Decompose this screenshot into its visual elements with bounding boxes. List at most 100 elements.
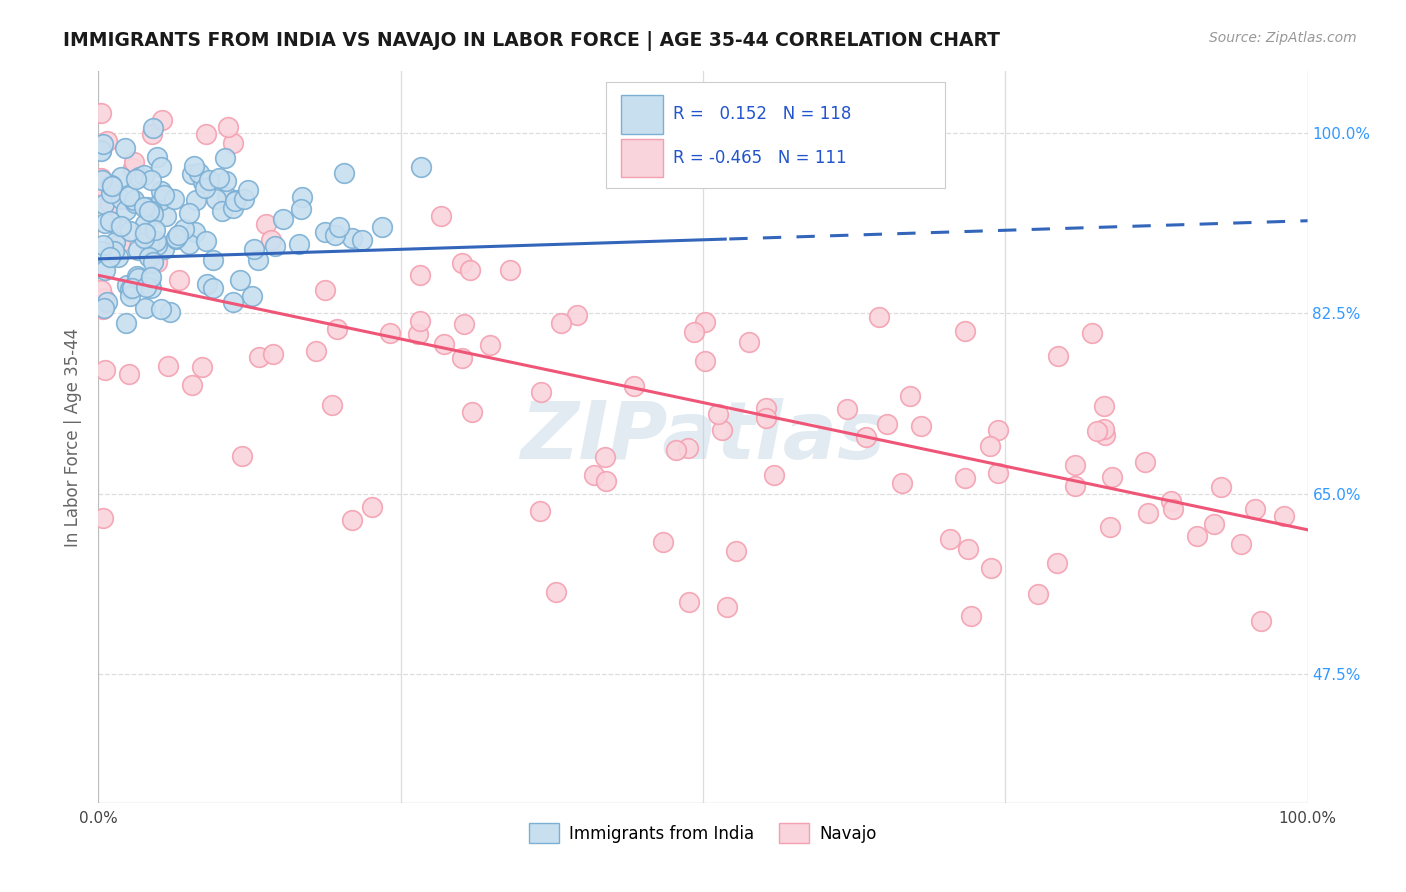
Point (755, 401, 778, 416)
Point (461, 405, 484, 419)
Point (141, 128, 163, 142)
Point (458, 263, 481, 277)
Point (1250, 614, 1272, 628)
Point (222, 202, 245, 216)
Point (565, 309, 588, 323)
Point (94, 216, 117, 230)
Point (205, 192, 228, 206)
Point (121, 161, 143, 175)
Point (876, 417, 898, 431)
Point (134, 218, 156, 232)
Point (153, 188, 176, 202)
Point (138, 251, 160, 265)
Point (291, 189, 314, 203)
Point (110, 169, 132, 184)
Point (960, 608, 983, 623)
Point (956, 542, 979, 557)
Point (1101, 470, 1123, 484)
Point (593, 450, 616, 464)
Bar (621, 139, 664, 178)
Point (90, 143, 112, 157)
Point (910, 418, 932, 433)
Point (247, 253, 270, 268)
Point (100, 178, 122, 192)
Point (333, 166, 356, 180)
Point (139, 270, 162, 285)
Point (114, 316, 136, 330)
Legend: Immigrants from India, Navajo: Immigrants from India, Navajo (523, 817, 883, 849)
Point (271, 212, 294, 227)
Point (100, 186, 122, 201)
Point (891, 476, 914, 491)
Point (91, 511, 114, 525)
Point (987, 423, 1010, 437)
Point (1209, 480, 1232, 494)
Point (342, 513, 364, 527)
Point (711, 424, 734, 438)
Point (1244, 501, 1267, 516)
Point (195, 127, 218, 141)
Point (202, 252, 225, 267)
Point (138, 237, 160, 252)
Point (529, 504, 551, 518)
Point (90, 173, 112, 187)
Point (159, 305, 181, 319)
Point (260, 234, 283, 248)
Point (724, 543, 747, 558)
Point (180, 378, 202, 392)
Point (114, 141, 136, 155)
Point (163, 192, 186, 206)
Text: R =   0.152   N = 118: R = 0.152 N = 118 (672, 104, 851, 123)
Text: ZIPatlas: ZIPatlas (520, 398, 886, 476)
Point (1063, 479, 1085, 493)
Point (350, 234, 373, 248)
Point (135, 280, 157, 294)
Point (314, 283, 336, 297)
Point (103, 244, 125, 259)
Point (1092, 422, 1115, 436)
Point (96, 295, 118, 310)
Point (328, 219, 350, 234)
Point (107, 220, 129, 235)
Point (868, 310, 890, 325)
Point (411, 160, 433, 174)
Point (1063, 458, 1085, 472)
Point (595, 474, 617, 488)
Point (165, 231, 187, 245)
Point (114, 203, 136, 218)
Point (142, 207, 165, 221)
Point (499, 263, 522, 277)
Point (678, 595, 700, 609)
Point (1046, 349, 1069, 363)
Point (453, 318, 475, 332)
Point (231, 449, 253, 463)
Point (953, 471, 976, 485)
Point (695, 353, 717, 368)
Point (93, 301, 115, 316)
Point (290, 202, 312, 216)
Point (132, 231, 155, 245)
Point (262, 346, 284, 360)
Point (314, 225, 336, 239)
Point (150, 113, 173, 128)
Point (91, 302, 114, 317)
Point (1133, 455, 1156, 469)
Point (91, 238, 114, 252)
Point (110, 192, 132, 206)
Point (233, 192, 256, 206)
Point (177, 237, 200, 252)
Point (229, 273, 252, 287)
Point (90, 170, 112, 185)
Point (91, 137, 114, 152)
Point (676, 441, 699, 455)
Point (146, 150, 169, 164)
Point (90, 244, 112, 259)
Point (134, 226, 156, 240)
Point (90, 105, 112, 120)
Point (243, 242, 266, 256)
Point (157, 359, 180, 373)
Point (197, 173, 219, 187)
Point (136, 200, 159, 214)
Point (139, 281, 162, 295)
Point (101, 178, 124, 193)
